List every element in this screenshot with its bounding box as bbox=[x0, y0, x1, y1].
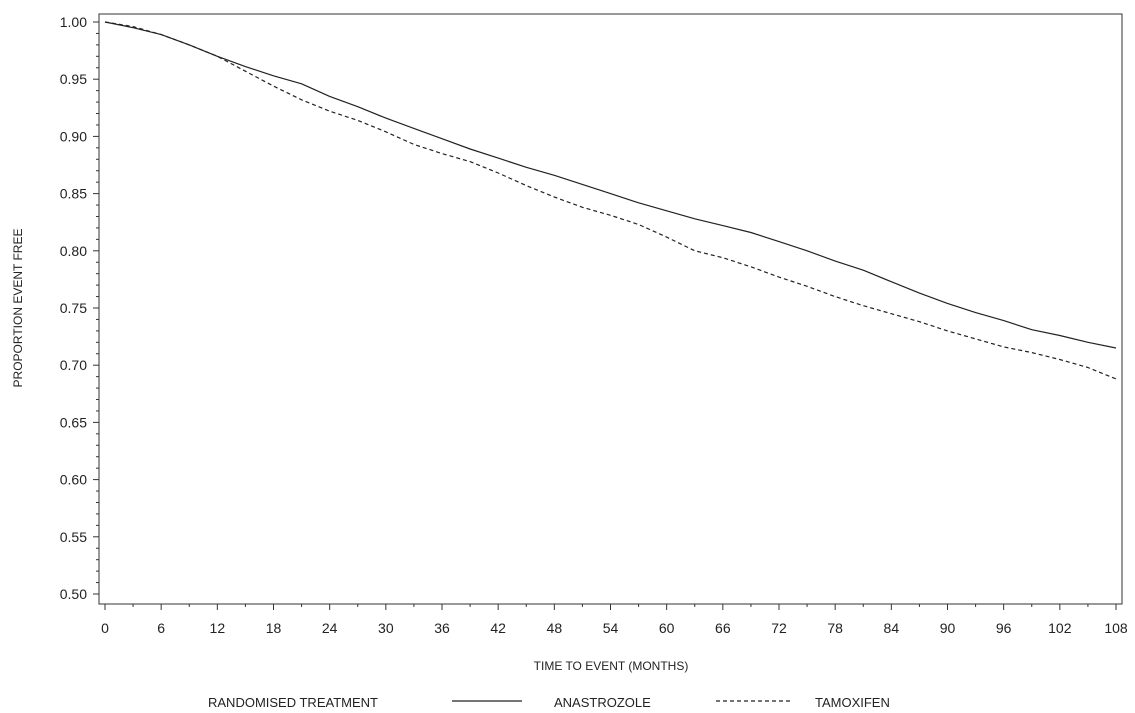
y-tick-label: 0.90 bbox=[60, 128, 87, 144]
y-tick-label: 0.60 bbox=[60, 472, 87, 488]
series-line-anastrozole bbox=[104, 21, 1117, 349]
y-tick-label: 0.70 bbox=[60, 357, 87, 373]
x-tick-label: 6 bbox=[157, 620, 165, 636]
y-tick-label: 0.80 bbox=[60, 243, 87, 259]
x-tick-label: 0 bbox=[101, 620, 109, 636]
legend: RANDOMISED TREATMENT ANASTROZOLE TAMOXIFE… bbox=[208, 695, 890, 710]
plot-frame bbox=[98, 13, 1123, 605]
x-tick-label: 102 bbox=[1048, 620, 1072, 636]
y-tick-label: 0.65 bbox=[60, 414, 87, 430]
y-tick-label: 0.55 bbox=[60, 529, 87, 545]
x-tick-label: 108 bbox=[1104, 620, 1128, 636]
y-tick-label: 0.85 bbox=[60, 186, 87, 202]
y-tick-label: 1.00 bbox=[60, 14, 87, 30]
x-tick-label: 96 bbox=[996, 620, 1012, 636]
x-tick-label: 42 bbox=[490, 620, 506, 636]
series-line-tamoxifen bbox=[104, 21, 1117, 380]
y-axis-title: PROPORTION EVENT FREE bbox=[11, 229, 25, 388]
y-tick-label: 0.50 bbox=[60, 586, 87, 602]
legend-title: RANDOMISED TREATMENT bbox=[208, 695, 378, 710]
x-tick-label: 78 bbox=[827, 620, 843, 636]
x-tick-label: 30 bbox=[378, 620, 394, 636]
x-tick-label: 24 bbox=[322, 620, 338, 636]
x-tick-label: 66 bbox=[715, 620, 731, 636]
x-tick-label: 36 bbox=[434, 620, 450, 636]
x-tick-label: 12 bbox=[210, 620, 226, 636]
x-tick-label: 84 bbox=[884, 620, 900, 636]
y-tick-label: 0.95 bbox=[60, 71, 87, 87]
legend-label-tamoxifen: TAMOXIFEN bbox=[815, 695, 890, 710]
x-tick-label: 54 bbox=[603, 620, 619, 636]
x-tick-label: 72 bbox=[771, 620, 787, 636]
x-tick-label: 90 bbox=[940, 620, 956, 636]
x-tick-label: 60 bbox=[659, 620, 675, 636]
x-axis-title: TIME TO EVENT (MONTHS) bbox=[534, 659, 689, 673]
legend-label-anastrozole: ANASTROZOLE bbox=[554, 695, 651, 710]
x-tick-label: 48 bbox=[547, 620, 563, 636]
y-tick-label: 0.75 bbox=[60, 300, 87, 316]
x-tick-label: 18 bbox=[266, 620, 282, 636]
